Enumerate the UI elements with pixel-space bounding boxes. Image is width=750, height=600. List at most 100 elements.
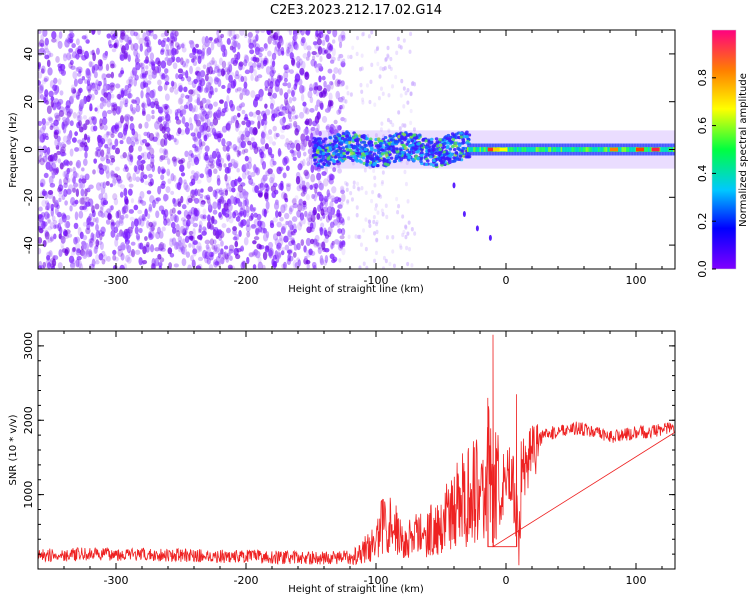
- heatmap-cell: [355, 51, 359, 57]
- heatmap-cell: [203, 228, 208, 235]
- heatmap-cell: [214, 65, 220, 74]
- heatmap-cell: [319, 55, 323, 63]
- heatmap-cell: [113, 226, 119, 234]
- heatmap-cell: [370, 198, 374, 204]
- heatmap-cell: [155, 231, 161, 240]
- heatmap-cell: [357, 187, 361, 192]
- heatmap-cell: [305, 213, 310, 219]
- heatmap-cell: [264, 143, 269, 150]
- heatmap-cell: [252, 240, 257, 245]
- x-tick-label: 100: [626, 274, 647, 287]
- heatmap-cell: [243, 75, 248, 83]
- heatmap-cell: [337, 163, 341, 168]
- heatmap-cell: [105, 130, 110, 138]
- heatmap-cell: [336, 240, 340, 246]
- heatmap-cell: [309, 83, 314, 91]
- heatmap-cell: [193, 78, 198, 84]
- heatmap-cell: [260, 30, 266, 33]
- heatmap-cell: [38, 92, 41, 100]
- heatmap-cell: [174, 138, 179, 146]
- heatmap-cell: [238, 230, 242, 238]
- heatmap-cell: [470, 147, 473, 152]
- heatmap-cell: [58, 233, 62, 240]
- heatmap-cell: [184, 126, 190, 135]
- heatmap-cell: [267, 147, 273, 156]
- heatmap-cell: [174, 30, 179, 37]
- heatmap-cell: [217, 198, 222, 206]
- heatmap-cell: [339, 235, 345, 240]
- heatmap-cell: [89, 50, 94, 56]
- heatmap-cell: [279, 134, 286, 140]
- heatmap-cell: [73, 222, 79, 229]
- heatmap-cell: [261, 130, 265, 139]
- heatmap-cell: [311, 193, 315, 200]
- heatmap-cell: [92, 217, 97, 223]
- heatmap-cell: [155, 102, 160, 110]
- heatmap-cell: [280, 204, 286, 214]
- x-tick-label: -200: [234, 574, 259, 587]
- heatmap-cell: [431, 145, 436, 149]
- heatmap-cell: [277, 211, 282, 218]
- heatmap-cell: [218, 189, 224, 196]
- heatmap-cell: [198, 265, 202, 269]
- heatmap-cell: [324, 108, 331, 113]
- heatmap-cell: [222, 199, 228, 207]
- heatmap-cell: [341, 187, 345, 192]
- heatmap-cell: [316, 172, 322, 181]
- heatmap-cell: [512, 147, 515, 152]
- heatmap-cell: [46, 251, 51, 257]
- heatmap-cell: [286, 142, 291, 150]
- heatmap-cell: [94, 107, 98, 112]
- heatmap-cell: [172, 197, 176, 205]
- heatmap-cell: [404, 225, 408, 230]
- heatmap-cell: [302, 53, 308, 59]
- heatmap-cell: [194, 197, 200, 204]
- heatmap-cell: [155, 131, 160, 137]
- heatmap-cell: [82, 252, 88, 260]
- heatmap-cell: [214, 261, 220, 266]
- heatmap-cell: [448, 157, 452, 161]
- colorbar-label: Normalized spectral amplitude: [738, 73, 749, 227]
- heatmap-cell: [140, 159, 146, 165]
- heatmap-cell: [392, 263, 396, 269]
- heatmap-cell: [288, 122, 293, 129]
- heatmap-cell: [134, 249, 141, 255]
- heatmap-cell: [435, 147, 439, 151]
- heatmap-cell: [209, 238, 215, 246]
- heatmap-cell: [509, 147, 512, 152]
- heatmap-cell: [193, 156, 200, 166]
- heatmap-cell: [180, 109, 187, 114]
- heatmap-cell: [290, 231, 296, 236]
- heatmap-cell: [62, 143, 67, 148]
- heatmap-cell: [264, 188, 268, 198]
- heatmap-cell: [304, 120, 309, 125]
- spectrogram-ylabel: Frequency (Hz): [8, 112, 19, 188]
- heatmap-cell: [238, 62, 243, 71]
- heatmap-cell: [434, 137, 439, 141]
- heatmap-cell: [545, 147, 548, 152]
- heatmap-cell: [88, 184, 94, 190]
- heatmap-cell: [262, 153, 266, 159]
- heatmap-cell: [219, 187, 223, 193]
- heatmap-cell: [234, 178, 238, 187]
- heatmap-cell: [72, 187, 76, 193]
- heatmap-cell: [254, 75, 259, 82]
- heatmap-cell: [216, 151, 221, 159]
- heatmap-cell: [334, 199, 339, 204]
- heatmap-cell: [361, 97, 365, 102]
- heatmap-cell: [254, 185, 259, 194]
- heatmap-cell: [213, 101, 218, 107]
- heatmap-cell: [218, 68, 223, 73]
- heatmap-cell: [103, 197, 107, 203]
- heatmap-cell: [397, 110, 401, 115]
- heatmap-cell: [173, 202, 178, 207]
- heatmap-cell: [337, 228, 343, 234]
- heatmap-cell: [437, 151, 442, 155]
- heatmap-cell: [118, 216, 124, 224]
- heatmap-cell: [291, 57, 296, 66]
- heatmap-cell: [195, 265, 202, 269]
- heatmap-cell: [305, 259, 311, 265]
- heatmap-cell: [213, 76, 219, 85]
- heatmap-cell: [452, 182, 456, 189]
- heatmap-cell: [258, 192, 263, 198]
